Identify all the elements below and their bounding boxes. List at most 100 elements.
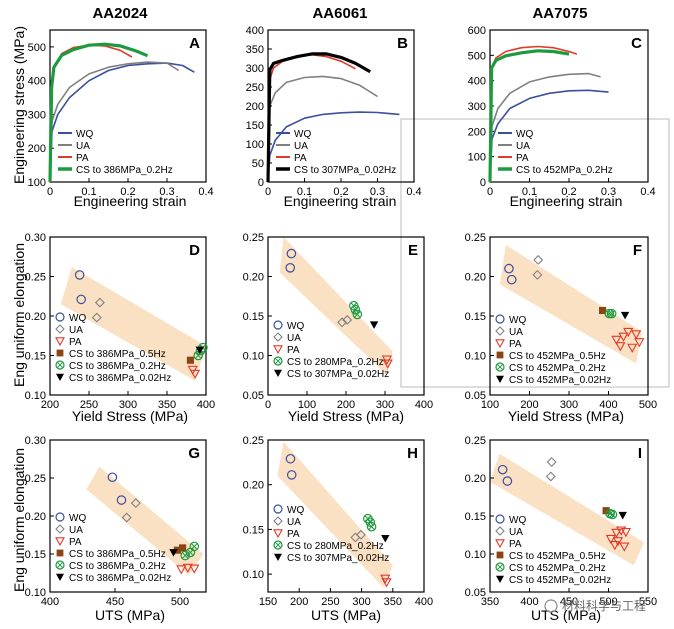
data-point bbox=[620, 528, 632, 538]
legend-marker bbox=[55, 560, 65, 570]
y-tick-label: 100 bbox=[28, 177, 46, 189]
legend-label: UA bbox=[294, 141, 308, 152]
y-tick-label: 300 bbox=[246, 63, 264, 75]
data-point bbox=[286, 248, 297, 259]
legend-marker bbox=[273, 345, 283, 355]
panel-label: A bbox=[189, 35, 200, 52]
panel-c: 0 0.1 0.2 0.3 0.4 0 100 200 300 400 500 600 Engineer… bbox=[468, 25, 656, 209]
series-line bbox=[49, 62, 195, 183]
legend-label: CS to 452MPa_0.2Hz bbox=[509, 363, 606, 374]
x-tick-label: 300 bbox=[352, 596, 370, 608]
x-tick-label: 150 bbox=[259, 596, 277, 608]
y-tick-label: 0 bbox=[480, 177, 486, 189]
panel-b: 0 0.1 0.2 0.3 0.4 0 50 100 150 200 250 300 350 400 Eng… bbox=[246, 25, 422, 209]
y-tick-label: 0.10 bbox=[465, 549, 486, 561]
y-tick-label: 0.10 bbox=[25, 390, 46, 402]
y-tick-label: 50 bbox=[252, 158, 264, 170]
y-tick-label: 0.15 bbox=[25, 549, 46, 561]
x-tick-label: 350 bbox=[158, 399, 176, 411]
data-point bbox=[94, 297, 105, 308]
plot-frame bbox=[49, 29, 207, 183]
x-tick-label: 0 bbox=[487, 186, 493, 198]
panel-label: B bbox=[397, 35, 408, 52]
panel-label: E bbox=[408, 242, 418, 259]
legend-label: WQ bbox=[509, 515, 526, 526]
x-axis-label: Engineering strain bbox=[74, 193, 187, 209]
data-point bbox=[285, 263, 296, 273]
x-tick-label: 0.1 bbox=[81, 186, 96, 198]
legend-label: CS to 386MPa_0.5Hz bbox=[69, 349, 166, 360]
panel-label: F bbox=[633, 242, 642, 259]
legend-label: CS to 386MPa_0.02Hz bbox=[69, 373, 171, 384]
data-point bbox=[599, 306, 607, 315]
data-point bbox=[615, 342, 626, 352]
panel-label: C bbox=[631, 35, 642, 52]
data-point bbox=[605, 534, 617, 545]
x-axis-label: Engineering strain bbox=[510, 193, 623, 209]
x-tick-label: 400 bbox=[41, 596, 59, 608]
series-line bbox=[48, 42, 149, 183]
x-tick-label: 400 bbox=[599, 399, 617, 411]
panel-label: D bbox=[189, 242, 200, 259]
trend-band bbox=[60, 267, 206, 381]
legend-marker bbox=[496, 375, 504, 383]
legend-label: PA bbox=[509, 339, 522, 350]
data-point bbox=[121, 512, 132, 523]
x-tick-label: 0.4 bbox=[640, 186, 655, 198]
legend-marker bbox=[274, 369, 282, 377]
data-point bbox=[189, 564, 200, 574]
data-point bbox=[606, 308, 617, 319]
y-tick-label: 0.30 bbox=[25, 232, 46, 244]
data-point bbox=[355, 529, 366, 540]
legend-marker bbox=[55, 512, 65, 522]
data-point bbox=[169, 549, 178, 557]
series-line bbox=[489, 72, 601, 183]
y-tick-label: 0.10 bbox=[243, 569, 264, 581]
y-tick-label: 300 bbox=[28, 109, 46, 121]
x-axis-label: Yield Stress (MPa) bbox=[288, 408, 404, 424]
legend-label: CS to 386MPa_0.5Hz bbox=[69, 549, 166, 560]
y-tick-label: 0.10 bbox=[243, 351, 264, 363]
data-point bbox=[180, 550, 190, 561]
x-tick-label: 200 bbox=[337, 399, 355, 411]
data-point bbox=[186, 356, 194, 364]
y-tick-label: 0.15 bbox=[465, 511, 486, 523]
series-line bbox=[489, 45, 578, 183]
data-point bbox=[189, 369, 201, 380]
y-tick-label: 0.05 bbox=[465, 587, 486, 599]
legend-marker bbox=[55, 337, 65, 347]
legend-marker bbox=[273, 332, 283, 342]
legend-label: UA bbox=[509, 527, 523, 538]
data-point bbox=[546, 457, 557, 468]
legend-marker bbox=[273, 516, 283, 526]
y-tick-label: 0.20 bbox=[25, 311, 46, 323]
data-point bbox=[611, 528, 622, 539]
panel-h: 150 200 250 300 350 400 0.10 0.15 0.20 0.25 UTS (M… bbox=[243, 435, 434, 623]
x-tick-label: 0.3 bbox=[601, 186, 616, 198]
data-point bbox=[173, 546, 181, 554]
data-point bbox=[627, 343, 638, 353]
y-tick-label: 0.20 bbox=[243, 272, 264, 284]
data-point bbox=[381, 534, 390, 543]
data-point bbox=[612, 537, 624, 547]
x-tick-label: 300 bbox=[560, 399, 578, 411]
legend-marker bbox=[56, 349, 64, 357]
legend-label: WQ bbox=[287, 321, 304, 332]
panel-label: I bbox=[638, 445, 642, 462]
y-tick-label: 600 bbox=[468, 25, 486, 37]
data-point bbox=[623, 327, 634, 338]
series-line bbox=[489, 89, 609, 183]
data-point bbox=[502, 476, 513, 486]
y-tick-label: 0.25 bbox=[243, 232, 264, 244]
data-point bbox=[107, 472, 118, 483]
x-tick-label: 0 bbox=[47, 186, 53, 198]
data-point bbox=[352, 309, 363, 320]
data-point bbox=[189, 541, 200, 552]
watermark-text: 材料科学与工程 bbox=[562, 598, 646, 613]
legend-marker bbox=[495, 314, 505, 324]
y-tick-label: 250 bbox=[246, 82, 264, 94]
data-point bbox=[74, 270, 85, 280]
data-point bbox=[607, 509, 618, 520]
legend-marker bbox=[496, 575, 504, 583]
x-tick-label: 400 bbox=[197, 399, 215, 411]
